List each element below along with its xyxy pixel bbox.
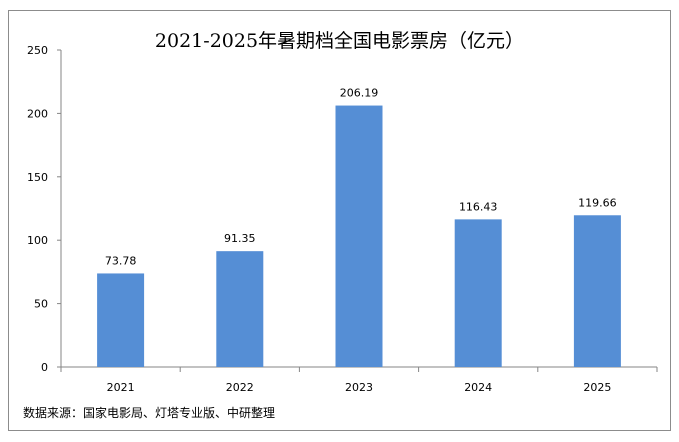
bar-2024: [454, 219, 502, 367]
y-tick-label: 250: [27, 44, 48, 57]
x-tick-label: 2025: [583, 381, 611, 394]
y-tick-label: 150: [27, 171, 48, 184]
x-tick-label: 2022: [226, 381, 254, 394]
y-tick-label: 0: [41, 361, 48, 374]
x-tick-label: 2021: [107, 381, 135, 394]
data-label: 116.43: [459, 200, 498, 213]
bar-2025: [573, 215, 621, 367]
x-tick-label: 2023: [345, 381, 373, 394]
bar-2021: [97, 273, 145, 367]
x-tick-label: 2024: [464, 381, 492, 394]
bar-2023: [335, 105, 383, 367]
source-note: 数据来源：国家电影局、灯塔专业版、中研整理: [23, 406, 276, 420]
y-tick-label: 100: [27, 234, 48, 247]
chart-frame: [8, 10, 671, 431]
data-label: 206.19: [340, 87, 379, 100]
y-tick-label: 50: [34, 298, 48, 311]
bar-2022: [216, 251, 264, 367]
y-tick-label: 200: [27, 107, 48, 120]
data-label: 73.78: [105, 254, 137, 267]
data-label: 91.35: [224, 232, 256, 245]
data-label: 119.66: [578, 196, 617, 209]
chart-title: 2021-2025年暑期档全国电影票房（亿元）: [154, 30, 525, 52]
